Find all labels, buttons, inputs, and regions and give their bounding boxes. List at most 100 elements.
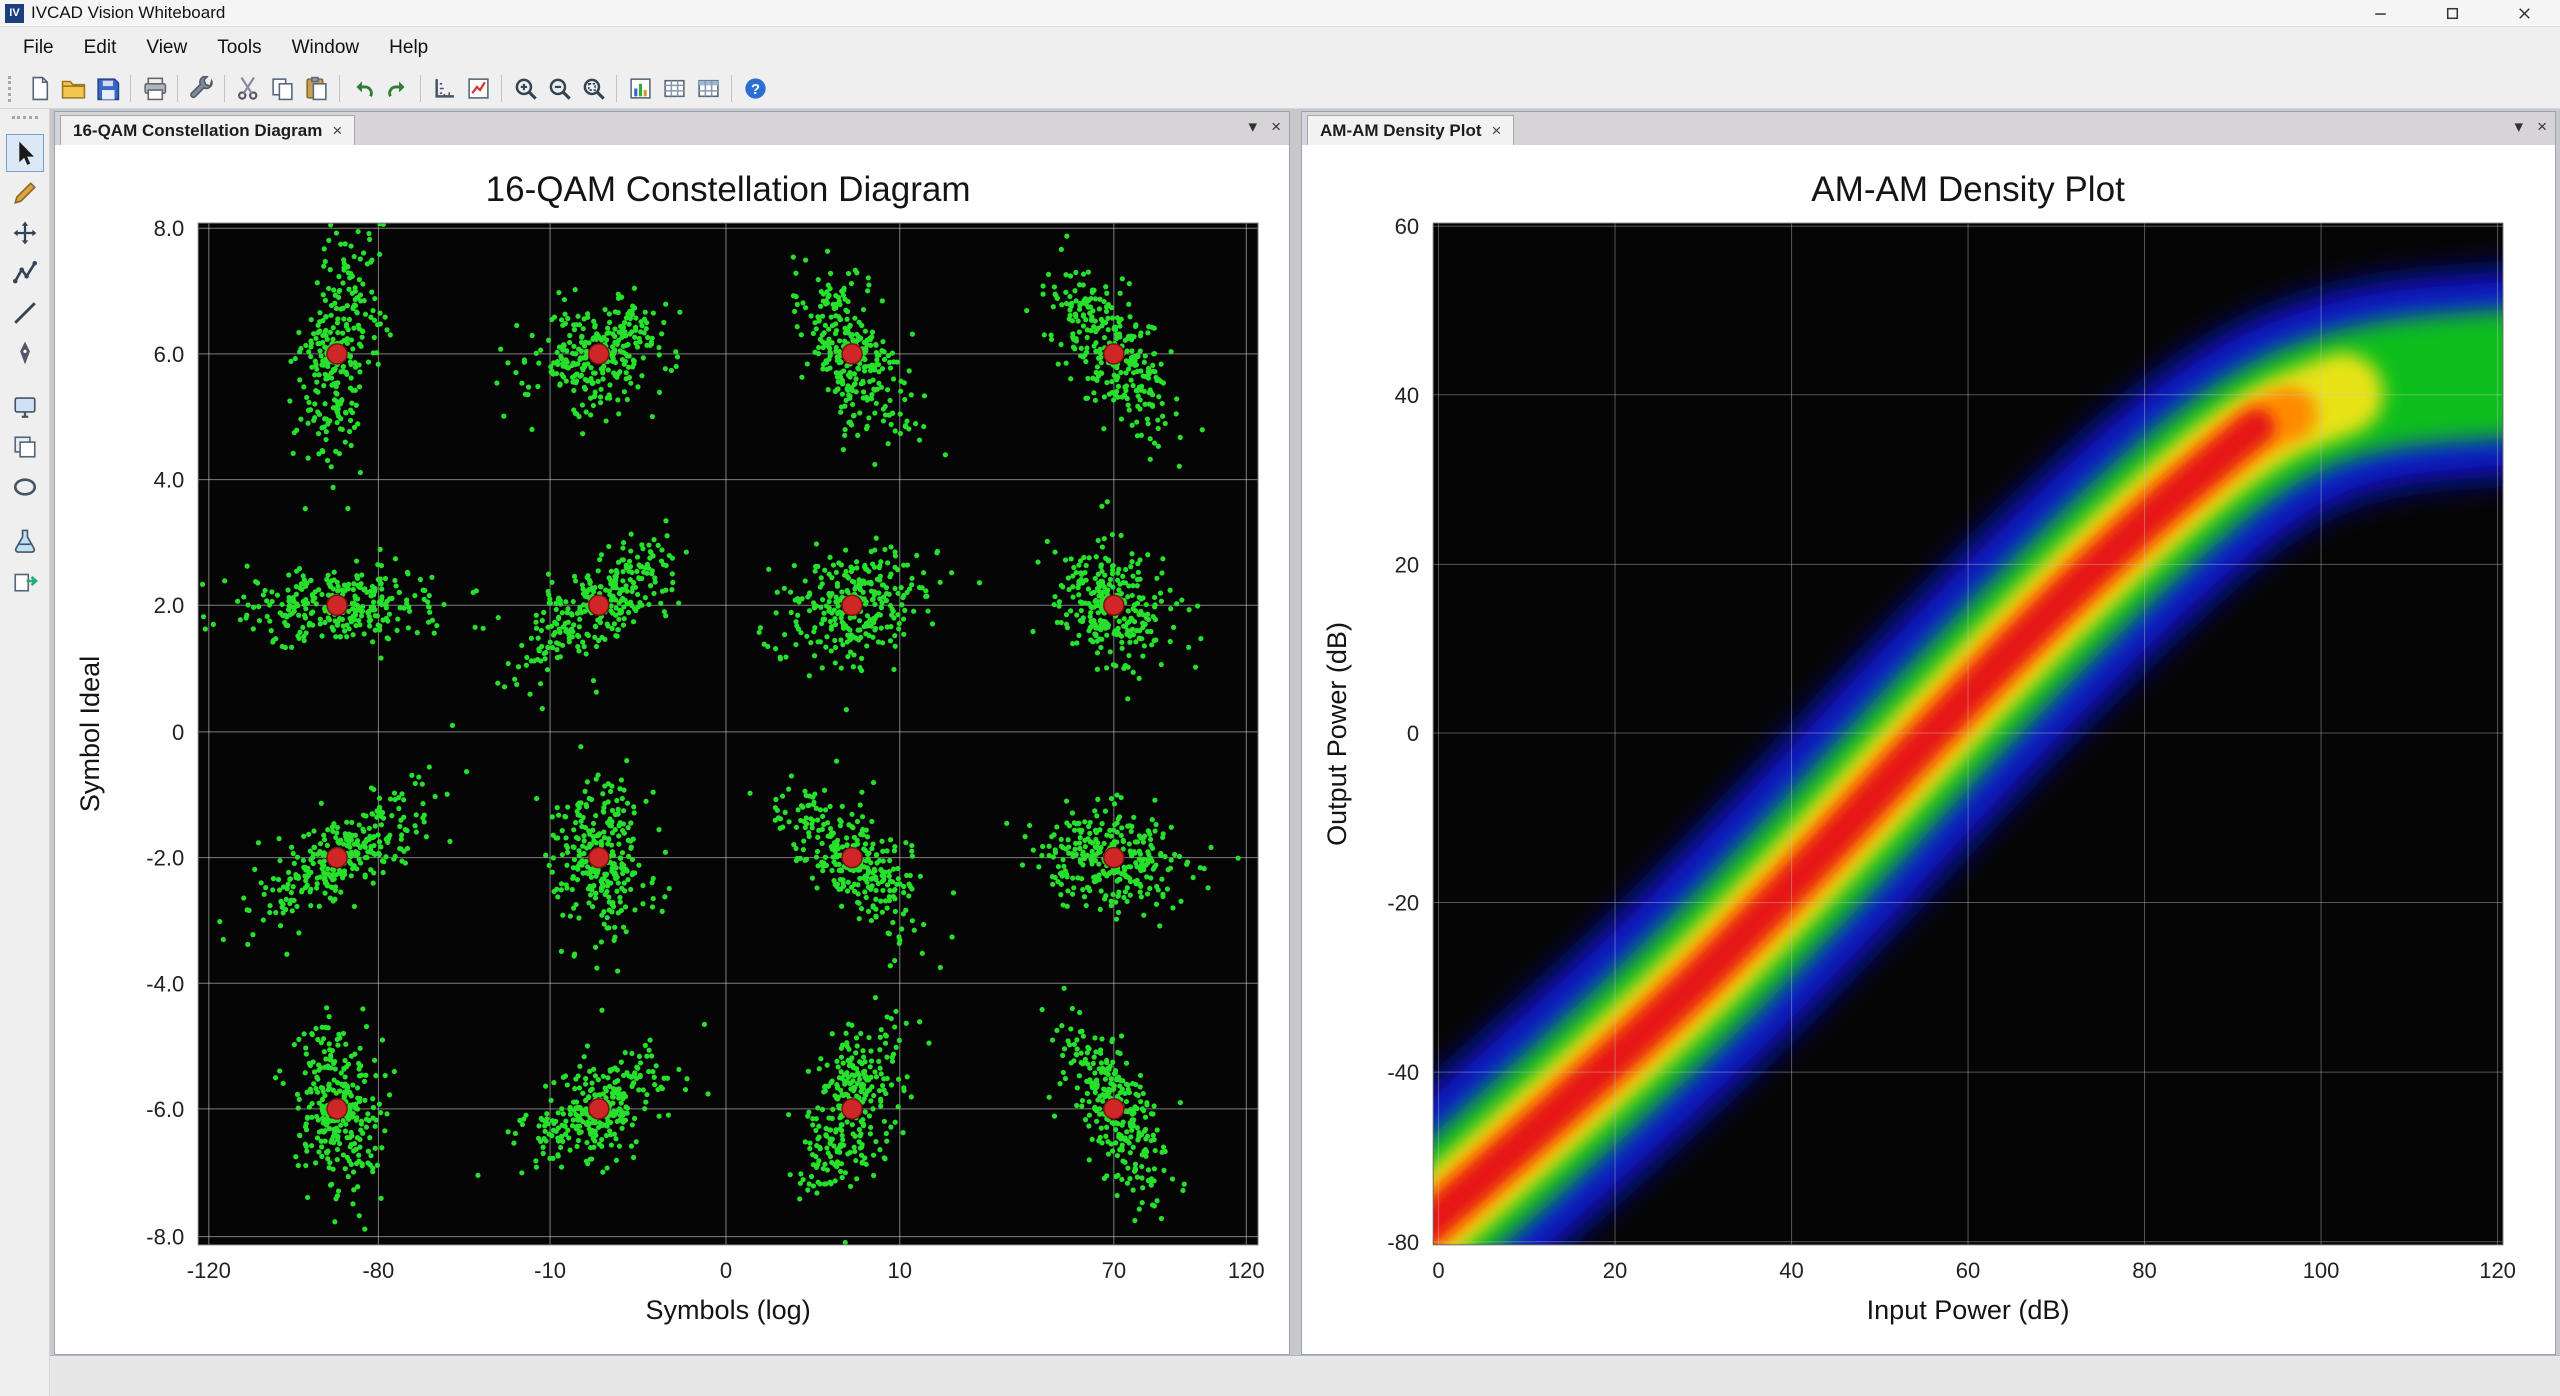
minimize-button[interactable] — [2344, 0, 2416, 26]
cut-button[interactable] — [231, 72, 265, 106]
pen-tool-button[interactable] — [6, 334, 44, 372]
export-icon — [13, 573, 38, 592]
chevron-down-icon[interactable]: ▾ — [2514, 117, 2524, 136]
maximize-icon — [2446, 7, 2458, 19]
redo-icon — [387, 81, 405, 98]
print-button[interactable] — [137, 72, 171, 106]
zoom-out-icon — [549, 78, 571, 100]
maximize-button[interactable] — [2416, 0, 2488, 26]
flask-tool-button[interactable] — [6, 522, 44, 560]
table-chart-button[interactable] — [691, 72, 725, 106]
y-tick-label: 2.0 — [154, 593, 185, 618]
export-tool-button[interactable] — [6, 562, 44, 600]
pencil-tool-button[interactable] — [6, 174, 44, 212]
ellipse-tool-button[interactable] — [6, 468, 44, 506]
tab-density[interactable]: AM-AM Density Plot × — [1307, 115, 1515, 145]
new-document-icon — [31, 76, 48, 101]
panel-corner-controls: ▾ × — [2515, 117, 2547, 137]
tab-label: 16-QAM Constellation Diagram — [73, 120, 323, 140]
x-tick-label: 20 — [1603, 1258, 1627, 1283]
toolbar-separator — [616, 75, 617, 102]
bar-chart-button[interactable] — [623, 72, 657, 106]
display-tool-button[interactable] — [6, 388, 44, 426]
chart-title: 16-QAM Constellation Diagram — [486, 170, 971, 209]
bar-chart-icon — [629, 78, 651, 99]
toolbar-grip[interactable] — [8, 75, 15, 102]
y-tick-label: -4.0 — [146, 971, 184, 996]
zoom-region-button[interactable] — [576, 72, 610, 106]
help-button[interactable]: ? — [738, 72, 772, 106]
y-tick-label: 40 — [1395, 383, 1419, 408]
select-cursor-tool-button[interactable] — [5, 134, 44, 172]
window-controls — [2344, 0, 2560, 26]
panel-close-icon[interactable]: × — [1271, 117, 1281, 136]
menu-item[interactable]: Window — [291, 37, 360, 58]
plot-border — [1432, 222, 2504, 1246]
new-document-button[interactable] — [22, 72, 56, 106]
menu-item[interactable]: Edit — [83, 37, 117, 58]
tab-label: AM-AM Density Plot — [1320, 120, 1482, 140]
x-tick-label: 10 — [888, 1258, 912, 1283]
toolbar-separator — [130, 75, 131, 102]
constellation-chart[interactable]: 16-QAM Constellation Diagram Symbol Ideal… — [55, 145, 1289, 1354]
copy-button[interactable] — [265, 72, 299, 106]
side-toolbar-grip[interactable] — [11, 116, 38, 123]
tick-labels: 0 20 40 60 80 100 120 60 40 20 0 -20 -40 -80 — [1387, 214, 2516, 1283]
tab-constellation[interactable]: 16-QAM Constellation Diagram × — [60, 115, 356, 145]
density-panel: AM-AM Density Plot × ▾ × AM-AM Density P… — [1301, 111, 2556, 1355]
undo-button[interactable] — [346, 72, 380, 106]
tab-close-icon[interactable]: × — [332, 120, 343, 140]
flask-icon — [14, 529, 35, 553]
window-titlebar: IV IVCAD Vision Whiteboard — [0, 0, 2560, 27]
open-folder-button[interactable] — [56, 72, 90, 106]
redo-button[interactable] — [380, 72, 414, 106]
x-tick-label: -80 — [362, 1258, 394, 1283]
menu-item[interactable]: File — [23, 37, 54, 58]
toolbar-separator — [224, 75, 225, 102]
density-chart[interactable]: AM-AM Density Plot Output Power (dB) Input… — [1302, 145, 2555, 1354]
move-tool-button[interactable] — [6, 214, 44, 252]
y-tick-label: -6.0 — [146, 1097, 184, 1122]
line-tool-button[interactable] — [6, 294, 44, 332]
ellipse-icon — [13, 478, 36, 496]
axis-ruler-button[interactable] — [427, 72, 461, 106]
save-button[interactable] — [90, 72, 124, 106]
menu-item[interactable]: Help — [389, 37, 429, 58]
zoom-in-icon — [515, 78, 537, 100]
zoom-in-button[interactable] — [508, 72, 542, 106]
menu-bar: File Edit View Tools Window Help — [0, 27, 2560, 69]
y-tick-label: -2.0 — [146, 846, 184, 871]
data-table-icon — [663, 79, 685, 98]
paste-button[interactable] — [299, 72, 333, 106]
panel-close-icon[interactable]: × — [2537, 117, 2547, 136]
y-tick-label: 0 — [1407, 721, 1419, 746]
menu-item[interactable]: Tools — [217, 37, 262, 58]
chart-title: AM-AM Density Plot — [1811, 170, 2125, 209]
settings-wrench-button[interactable] — [184, 72, 218, 106]
svg-text:?: ? — [750, 82, 759, 98]
plot-setup-button[interactable] — [461, 72, 495, 106]
y-axis-label: Output Power (dB) — [1322, 622, 1352, 846]
y-tick-label: 8.0 — [154, 216, 185, 241]
toolbar-separator — [731, 75, 732, 102]
polyline-icon — [12, 260, 37, 284]
side-toolbar — [0, 108, 50, 1396]
close-button[interactable] — [2488, 0, 2560, 26]
y-tick-label: -40 — [1387, 1060, 1419, 1085]
zoom-out-button[interactable] — [542, 72, 576, 106]
layers-tool-button[interactable] — [6, 428, 44, 466]
x-tick-label: 70 — [1102, 1258, 1126, 1283]
print-icon — [143, 77, 166, 101]
pen-icon — [19, 341, 30, 365]
help-icon: ? — [744, 78, 766, 99]
menu-item[interactable]: View — [146, 37, 188, 58]
move-icon — [13, 221, 36, 245]
chevron-down-icon[interactable]: ▾ — [1248, 117, 1258, 136]
data-table-button[interactable] — [657, 72, 691, 106]
polyline-tool-button[interactable] — [6, 254, 44, 292]
tab-close-icon[interactable]: × — [1491, 120, 1502, 140]
plot-setup-icon — [467, 78, 489, 99]
y-tick-label: 60 — [1395, 214, 1419, 239]
settings-wrench-icon — [189, 76, 213, 99]
